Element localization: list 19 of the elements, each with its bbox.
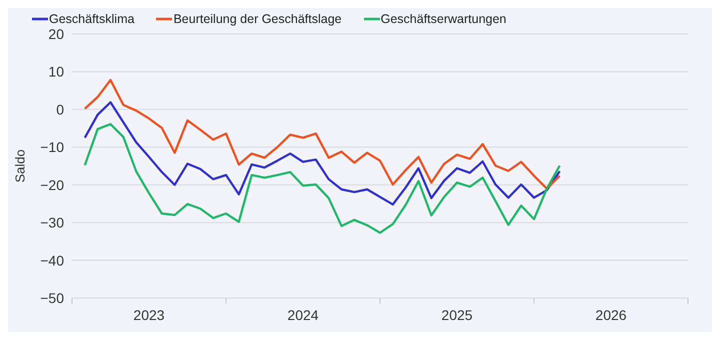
line-series xyxy=(84,78,561,190)
y-tick-label: −20 xyxy=(40,176,64,193)
line-series xyxy=(84,101,561,206)
legend-label: Beurteilung der Geschäftslage xyxy=(172,12,342,26)
x-tick-label: 2023 xyxy=(133,307,165,323)
y-tick-label: −40 xyxy=(40,252,64,268)
y-tick-label: 20 xyxy=(48,26,64,42)
x-tick-label: 2024 xyxy=(287,307,319,323)
line-series xyxy=(84,123,561,234)
y-tick-label: 10 xyxy=(48,64,64,80)
y-tick-label: −30 xyxy=(40,214,64,231)
y-tick-label: 0 xyxy=(56,101,64,118)
y-tick-label: −50 xyxy=(40,290,64,306)
x-tick-label: 2026 xyxy=(595,307,627,323)
y-axis-title: Saldo xyxy=(12,149,28,183)
legend-label: Geschäftsklima xyxy=(48,12,134,26)
x-tick-label: 2025 xyxy=(441,307,473,323)
y-tick-label: −10 xyxy=(40,139,64,156)
legend-label: Geschäftserwartungen xyxy=(380,12,506,26)
